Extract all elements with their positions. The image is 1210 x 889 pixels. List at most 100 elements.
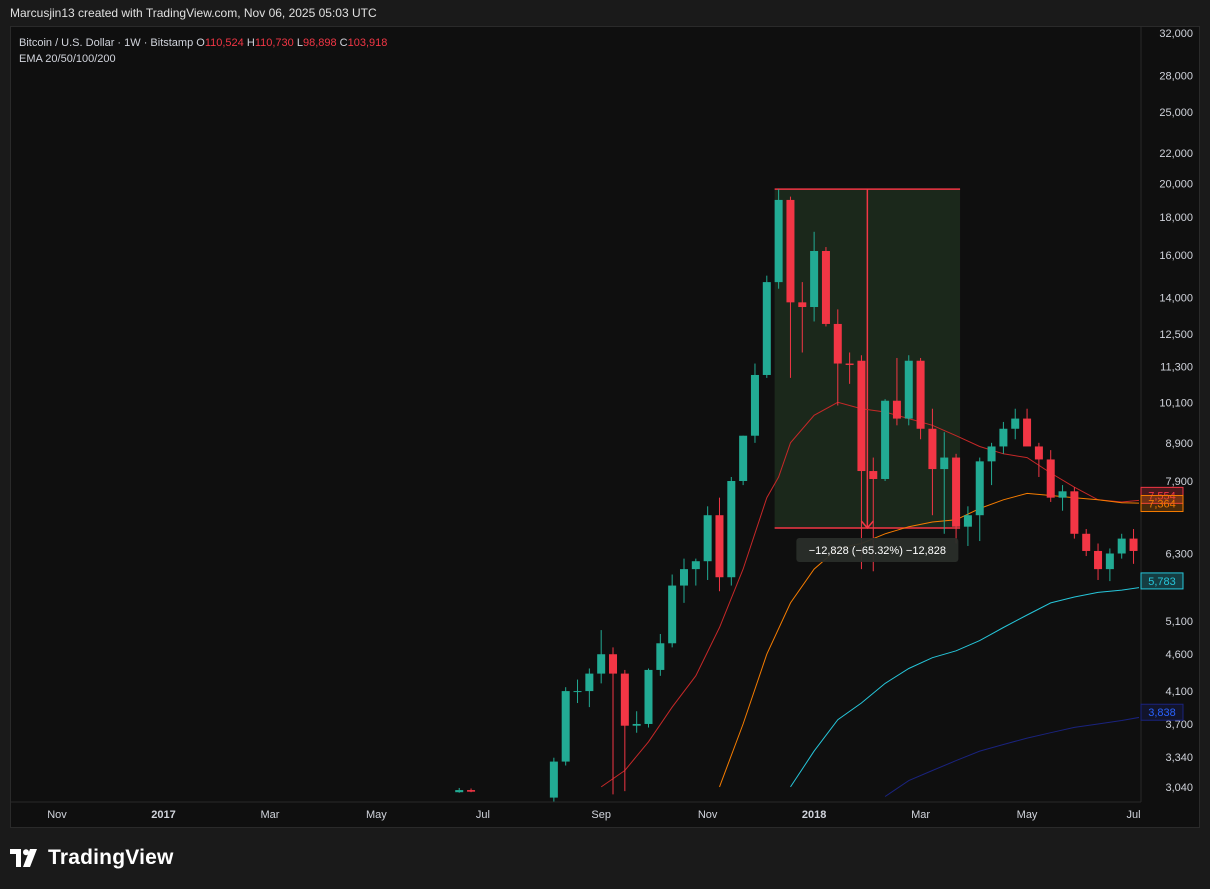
candle-body xyxy=(762,282,771,375)
candle-body xyxy=(1023,418,1032,447)
high-value: 110,730 xyxy=(254,37,294,49)
close-value: 103,918 xyxy=(347,37,388,49)
candle xyxy=(881,399,890,482)
time-tick-label: May xyxy=(366,809,387,821)
candle-body xyxy=(881,400,890,479)
candle xyxy=(952,453,961,544)
time-tick-label: Jul xyxy=(1126,809,1140,821)
attribution-header: Marcusjin13 created with TradingView.com… xyxy=(10,6,377,20)
candle-body xyxy=(585,673,594,692)
candle-body xyxy=(573,691,582,693)
ema-price-tag-box xyxy=(1140,703,1184,721)
candle xyxy=(904,355,913,426)
ema-price-tag: 5,783 xyxy=(1140,572,1184,590)
candle-body xyxy=(1117,538,1126,554)
price-tick-label: 11,300 xyxy=(1160,361,1193,373)
candle-body xyxy=(679,569,688,586)
time-tick-label: 2018 xyxy=(802,809,826,821)
candle-body xyxy=(987,446,996,462)
candle-body xyxy=(632,723,641,726)
price-tick-label: 7,900 xyxy=(1165,476,1193,488)
chart-pane[interactable]: Bitcoin / U.S. Dollar · 1W · Bitstamp O1… xyxy=(10,26,1200,828)
candle-body xyxy=(561,691,570,762)
candle xyxy=(691,558,700,586)
price-tick-label: 3,700 xyxy=(1165,719,1193,731)
candle-body xyxy=(1177,524,1185,551)
measure-label-box xyxy=(796,538,959,563)
candle xyxy=(892,357,901,426)
candle xyxy=(1046,450,1055,502)
candle-body xyxy=(916,360,925,429)
candle xyxy=(1105,548,1114,582)
price-tick-label: 3,340 xyxy=(1165,752,1193,764)
candle-body xyxy=(940,457,949,470)
candle-body xyxy=(1094,550,1103,570)
candle-body xyxy=(656,643,665,670)
time-tick-label: Sep xyxy=(591,809,611,821)
candle-body xyxy=(455,790,464,793)
candle-body xyxy=(644,669,653,724)
price-tick-label: 22,000 xyxy=(1159,148,1193,160)
candle-body xyxy=(668,585,677,644)
time-tick-label: Nov xyxy=(698,809,718,821)
candle-body xyxy=(597,654,606,674)
candle-body xyxy=(798,302,807,308)
candle-body xyxy=(620,673,629,726)
candle-body xyxy=(1058,491,1067,498)
price-tick-label: 32,000 xyxy=(1159,28,1193,40)
candle xyxy=(1058,485,1067,511)
candle-body xyxy=(691,561,700,570)
low-value: 98,898 xyxy=(302,37,337,49)
candle xyxy=(668,574,677,648)
time-tick-label: May xyxy=(1017,809,1038,821)
candle-body xyxy=(821,250,830,324)
candle xyxy=(857,355,866,570)
candle xyxy=(644,668,653,728)
candle-body xyxy=(833,323,842,364)
price-tick-label: 12,500 xyxy=(1159,329,1193,341)
ema-price-tag-label: 5,783 xyxy=(1148,576,1176,588)
candle xyxy=(821,247,830,327)
candle-body xyxy=(904,360,913,419)
candle xyxy=(1129,529,1138,564)
plot-area: −12,828 (−65.32%) −12,828 xyxy=(455,188,1185,802)
symbol-name: Bitcoin / U.S. Dollar · 1W · Bitstamp xyxy=(19,37,194,49)
candle xyxy=(1070,487,1079,539)
candle-body xyxy=(810,250,819,308)
measure-label: −12,828 (−65.32%) −12,828 xyxy=(809,545,946,557)
candle-body xyxy=(774,199,783,283)
candle xyxy=(798,282,807,353)
candle xyxy=(975,457,984,542)
candle-body xyxy=(715,515,724,578)
ema-price-tag: 7,364 xyxy=(1140,495,1184,513)
time-tick-label: 2017 xyxy=(151,809,175,821)
candle xyxy=(679,558,688,603)
tradingview-footer: TradingView xyxy=(10,846,174,870)
candle xyxy=(715,497,724,592)
candle xyxy=(845,352,854,384)
candle xyxy=(940,432,949,534)
candle-body xyxy=(1082,533,1091,551)
candle-body xyxy=(1011,418,1020,429)
candle-body xyxy=(750,374,759,436)
ema-price-tag-box xyxy=(1140,572,1184,590)
candle xyxy=(963,506,972,546)
chart-canvas[interactable]: −12,828 (−65.32%) −12,828 32,000 28,000 25,… xyxy=(11,27,1199,827)
ema-price-tag-box xyxy=(1140,495,1184,513)
candle-body xyxy=(1046,459,1055,498)
price-tick-label: 3,040 xyxy=(1165,782,1193,794)
candle xyxy=(632,711,641,733)
low-label: L xyxy=(296,37,303,49)
price-tick-label: 10,100 xyxy=(1159,397,1193,409)
candle-body xyxy=(857,360,866,472)
candle xyxy=(561,687,570,766)
ema-price-tag-label: 7,364 xyxy=(1148,499,1176,511)
candle-body xyxy=(786,199,795,303)
candle xyxy=(916,357,925,440)
candle xyxy=(999,421,1008,454)
candle xyxy=(1082,529,1091,557)
candle-body xyxy=(609,654,618,674)
candle-body xyxy=(928,428,937,470)
price-tick-label: 5,100 xyxy=(1165,616,1193,628)
candle-body xyxy=(845,363,854,365)
